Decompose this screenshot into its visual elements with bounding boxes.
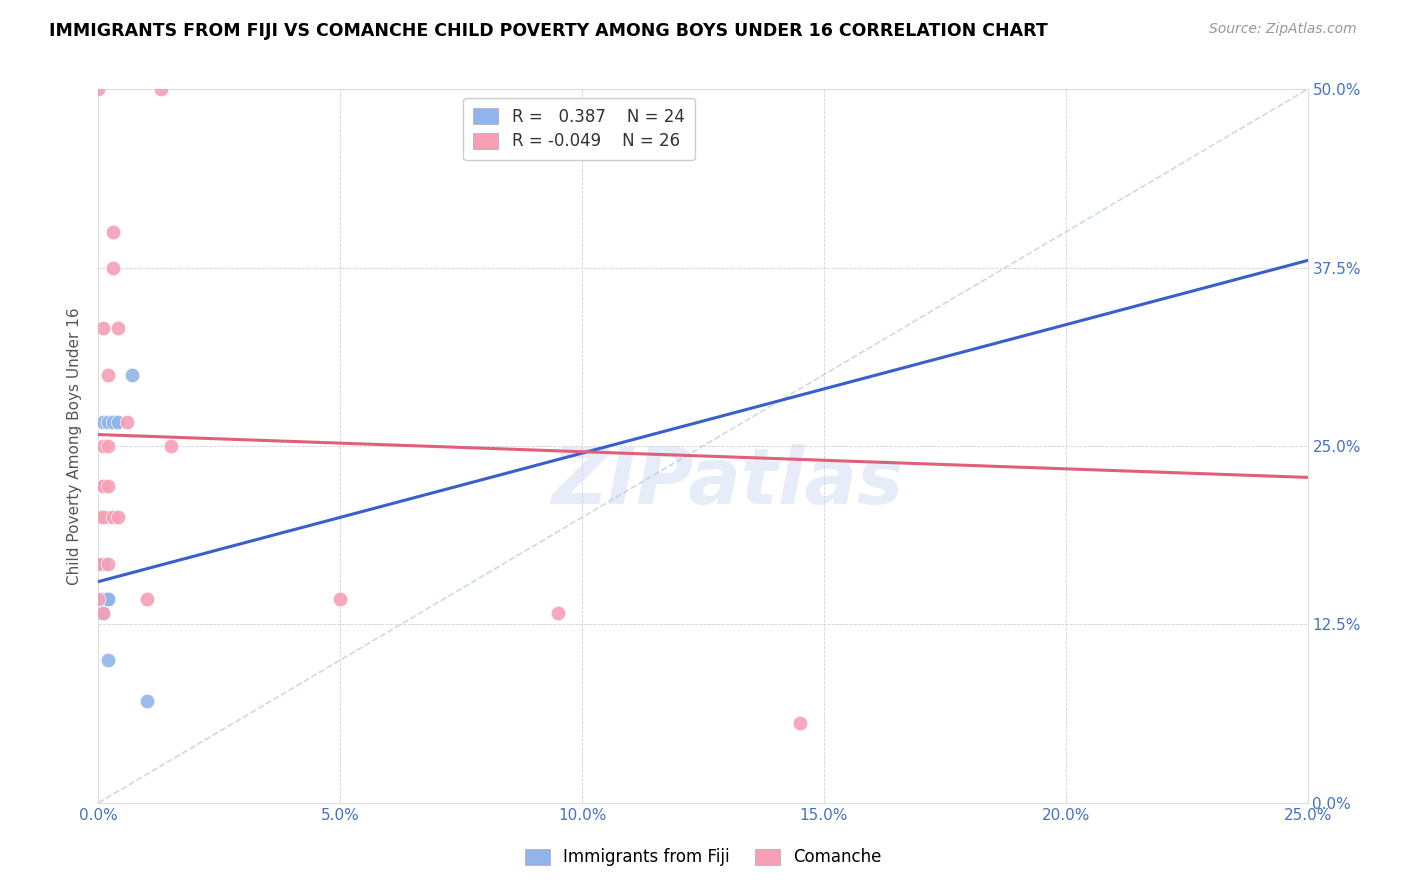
Point [87,82,110,96]
Text: Source: ZipAtlas.com: Source: ZipAtlas.com [1209,22,1357,37]
Text: IMMIGRANTS FROM FIJI VS COMANCHE CHILD POVERTY AMONG BOYS UNDER 16 CORRELATION C: IMMIGRANTS FROM FIJI VS COMANCHE CHILD P… [49,22,1047,40]
Point [91,320,114,334]
Point [87,510,110,524]
Point [150,82,173,96]
Point [87,606,110,620]
Point [329,591,352,606]
Point [107,415,129,429]
Point [101,260,124,275]
Point [87,558,110,572]
Point [91,479,114,493]
Point [97,591,120,606]
Point [117,415,139,429]
Point [87,591,110,606]
Point [547,606,569,620]
Point [97,653,120,667]
Point [101,225,124,239]
Point [135,591,157,606]
Point [87,558,110,572]
Point [87,510,110,524]
Point [97,591,120,606]
Point [91,415,114,429]
Point [87,510,110,524]
Point [97,368,120,382]
Point [87,558,110,572]
Point [91,606,114,620]
Legend: Immigrants from Fiji, Comanche: Immigrants from Fiji, Comanche [517,842,889,873]
Point [91,558,114,572]
Point [91,591,114,606]
Point [101,415,124,429]
Point [97,479,120,493]
Point [91,606,114,620]
Point [97,510,120,524]
Point [91,591,114,606]
Point [160,439,183,453]
Point [91,510,114,524]
Point [91,591,114,606]
Point [107,510,129,524]
Point [135,694,157,708]
Point [87,606,110,620]
Y-axis label: Child Poverty Among Boys Under 16: Child Poverty Among Boys Under 16 [67,307,83,585]
Point [97,558,120,572]
Point [91,439,114,453]
Point [97,415,120,429]
Point [101,510,124,524]
Point [789,715,811,730]
Point [121,368,143,382]
Point [97,439,120,453]
Point [91,479,114,493]
Point [97,591,120,606]
Point [87,591,110,606]
Point [107,320,129,334]
Text: ZIPatlas: ZIPatlas [551,443,903,520]
Point [87,591,110,606]
